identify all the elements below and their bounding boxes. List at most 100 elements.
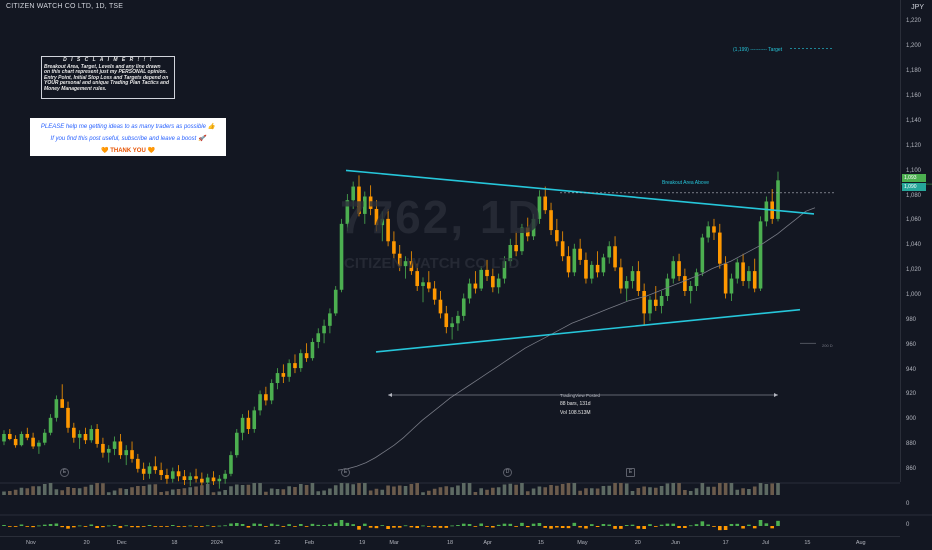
date-tick-label: 17 — [722, 540, 729, 546]
oscillator-bar — [264, 526, 268, 527]
support-note[interactable]: PLEASE help me getting ideas to as many … — [30, 118, 226, 156]
prev-price-badge[interactable]: 1,090 — [902, 183, 926, 191]
oscillator-bar — [118, 526, 123, 528]
oscillator-bar — [729, 524, 734, 526]
measure-stats[interactable]: TradingView Posted 88 bars, 131d Vol 108… — [560, 391, 600, 418]
oscillator-bar — [159, 526, 163, 527]
earnings-event-icon[interactable]: E — [626, 468, 635, 477]
volume-bar — [636, 488, 641, 495]
candle-body — [520, 227, 524, 252]
oscillator-bar — [386, 526, 390, 529]
earnings-event-icon[interactable]: E — [341, 468, 350, 477]
candle-body — [8, 433, 12, 439]
candle-body — [112, 441, 117, 449]
oscillator-bar — [543, 526, 548, 528]
date-tick-label: Mar — [389, 540, 399, 546]
oscillator-bar — [223, 525, 227, 527]
candle-body — [118, 441, 123, 456]
candle-body — [194, 476, 198, 479]
oscillator-bar — [648, 524, 652, 526]
date-tick-label: Jul — [761, 540, 769, 546]
dividend-event-icon[interactable]: D — [503, 468, 512, 477]
oscillator-bar — [450, 525, 454, 527]
price-tick-label: 900 — [906, 416, 917, 423]
volume-bar — [176, 489, 181, 495]
volume-bar — [694, 488, 699, 495]
candle-body — [182, 476, 187, 480]
candle-body — [560, 241, 565, 257]
price-tick-label: 920 — [906, 391, 917, 398]
oscillator-bar — [572, 522, 577, 526]
volume-bar — [537, 486, 542, 495]
candle-body — [718, 232, 722, 264]
volume-bar — [653, 487, 658, 495]
oscillator-bar — [54, 523, 59, 526]
oscillator-bar — [601, 524, 606, 526]
oscillator-bar — [246, 526, 251, 528]
date-axis[interactable] — [0, 536, 900, 550]
candle-body — [525, 227, 530, 237]
candle-body — [595, 264, 600, 273]
price-axis[interactable] — [900, 0, 932, 482]
lower-trendline — [375, 308, 801, 353]
last-price-badge[interactable]: 1,093 — [902, 174, 926, 182]
candle-body — [461, 298, 466, 316]
candle-body — [642, 291, 646, 314]
disclaimer-line: on this chart represent just my PERSONAL… — [44, 69, 167, 76]
candle-body — [514, 245, 518, 252]
currency-label[interactable]: JPY — [911, 4, 924, 11]
volume-bar — [66, 487, 70, 495]
volume-bar — [735, 489, 740, 495]
candle-body — [438, 299, 443, 314]
volume-bar — [467, 483, 472, 495]
target-label[interactable]: (1,199) ---------- Target — [733, 47, 783, 53]
oscillator-bar — [578, 526, 582, 528]
volume-bar — [182, 488, 187, 495]
candle-body — [427, 282, 431, 289]
volume-bar — [258, 483, 262, 495]
volume-bar — [758, 483, 763, 495]
candle-body — [415, 271, 419, 287]
volume-bar — [595, 488, 600, 495]
oscillator-bar — [432, 526, 437, 528]
candle-body — [130, 450, 134, 459]
volume-bar — [549, 485, 553, 495]
date-tick-label: Aug — [855, 540, 866, 546]
volume-bar — [479, 488, 484, 495]
oscillator-bar — [298, 524, 303, 526]
candle-body — [101, 443, 105, 453]
volume-bar — [461, 483, 466, 495]
oscillator-bar — [328, 524, 332, 526]
volume-bar — [770, 483, 774, 495]
candle-body — [549, 210, 553, 231]
price-tick-label: 1,220 — [906, 18, 922, 25]
breakout-label[interactable]: Breakout Area Above — [662, 180, 709, 186]
date-tick-label: 2024 — [210, 540, 223, 546]
date-tick-label: 22 — [274, 540, 281, 546]
oscillator-pane-zero: 0 — [906, 522, 910, 528]
candle-body — [403, 261, 408, 267]
candle-body — [677, 261, 681, 277]
oscillator-bar — [275, 524, 280, 526]
volume-bar — [432, 488, 437, 495]
candle-body — [450, 323, 454, 328]
candle-body — [31, 437, 35, 447]
oscillator-bar — [200, 526, 204, 527]
volume-bar — [136, 486, 140, 495]
oscillator-bar — [72, 526, 76, 528]
oscillator-bar — [677, 526, 681, 528]
note-line-1: PLEASE help me getting ideas to as many … — [40, 124, 216, 130]
disclaimer-box[interactable]: D I S C L A I M E R ! ! ! Breakout Area,… — [41, 56, 175, 99]
oscillator-bar — [194, 526, 198, 527]
oscillator-bar — [525, 526, 530, 528]
candle-body — [741, 262, 745, 282]
candle-body — [60, 399, 64, 408]
oscillator-bar — [555, 526, 559, 528]
earnings-event-icon[interactable]: E — [60, 468, 69, 477]
candle-body — [648, 299, 652, 314]
oscillator-bar — [427, 526, 431, 527]
volume-bar — [188, 487, 193, 495]
candle-body — [240, 417, 245, 433]
